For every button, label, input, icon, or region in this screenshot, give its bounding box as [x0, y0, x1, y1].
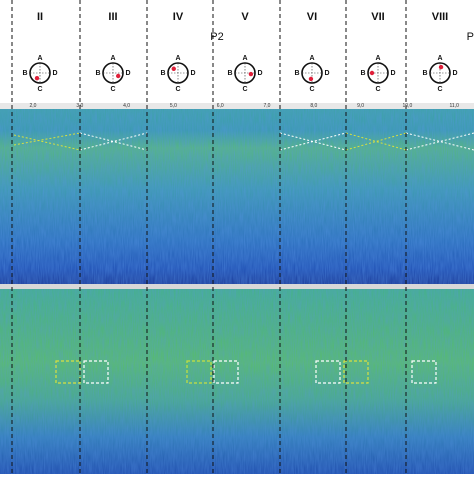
time-tick-label: 8,0: [310, 103, 317, 109]
circle-letter: B: [95, 70, 100, 77]
dividers: [11, 0, 407, 474]
circle-letter: B: [294, 70, 299, 77]
circle-letter: A: [309, 55, 314, 62]
circle-letter: A: [242, 55, 247, 62]
circle-letter: D: [125, 70, 130, 77]
circle-letter: B: [360, 70, 365, 77]
circle-letter: D: [257, 70, 262, 77]
circle-letter: C: [110, 86, 115, 93]
time-axis: [0, 103, 474, 109]
circle-letter: A: [175, 55, 180, 62]
panels: II A B C D III A B C D IV A B C D V A B C D VI A B C D VII A B C D VII…: [22, 11, 457, 93]
position-dot: [171, 66, 176, 71]
panel-label: V: [241, 11, 249, 23]
circle-letter: C: [309, 86, 314, 93]
circle-letter: C: [375, 86, 380, 93]
time-tick-label: 2,0: [30, 103, 37, 109]
highlight-boxes: [55, 360, 437, 384]
position-dot: [308, 76, 314, 82]
circle-letter: C: [175, 86, 180, 93]
box: [213, 360, 239, 384]
circle-letter: B: [160, 70, 165, 77]
circle-letter: D: [324, 70, 329, 77]
separator: [0, 284, 474, 289]
spectrogram-noise: [0, 109, 474, 286]
position-dot: [248, 71, 254, 77]
circle-letter: D: [52, 70, 57, 77]
panel-label: VIII: [432, 11, 449, 23]
panel-label: IV: [173, 11, 184, 23]
time-tick-label: 6,0: [217, 103, 224, 109]
time-tick-label: 3,0: [76, 103, 83, 109]
circle-letter: B: [227, 70, 232, 77]
box: [83, 360, 109, 384]
box: [315, 360, 341, 384]
circle-letter: C: [242, 86, 247, 93]
time-tick-label: 10,0: [403, 103, 413, 109]
circle-letter: B: [22, 70, 27, 77]
circle-letter: D: [190, 70, 195, 77]
box: [186, 360, 212, 384]
panel-label: VII: [371, 11, 384, 23]
time-tick-label: 11,0: [450, 103, 460, 109]
position-dot: [438, 64, 444, 70]
position-dot: [34, 75, 40, 81]
circle-letter: A: [375, 55, 380, 62]
circle-letter: A: [37, 55, 42, 62]
trace: [279, 132, 347, 151]
header-panel: [0, 0, 474, 103]
circle-letter: A: [110, 55, 115, 62]
edge-label: P: [467, 31, 474, 43]
panel-label: VI: [307, 11, 317, 23]
circle-letter: D: [390, 70, 395, 77]
time-tick-label: 5,0: [170, 103, 177, 109]
position-dot: [115, 73, 121, 79]
position-dot: [369, 70, 375, 76]
circle-letter: C: [37, 86, 42, 93]
marker-label: P2: [210, 31, 223, 43]
time-tick-label: 9,0: [357, 103, 364, 109]
time-tick-label: 4,0: [123, 103, 130, 109]
time-tick-label: 7,0: [264, 103, 271, 109]
box: [411, 360, 437, 384]
circle-letter: A: [437, 55, 442, 62]
circle-letter: C: [437, 86, 442, 93]
circle-letter: D: [452, 70, 457, 77]
panel-label: III: [108, 11, 117, 23]
box: [343, 360, 369, 384]
spectrogram-noise: [0, 289, 474, 474]
circle-letter: B: [422, 70, 427, 77]
trace: [13, 132, 81, 151]
trace: [79, 132, 148, 151]
traces: [13, 132, 474, 151]
panel-label: II: [37, 11, 43, 23]
